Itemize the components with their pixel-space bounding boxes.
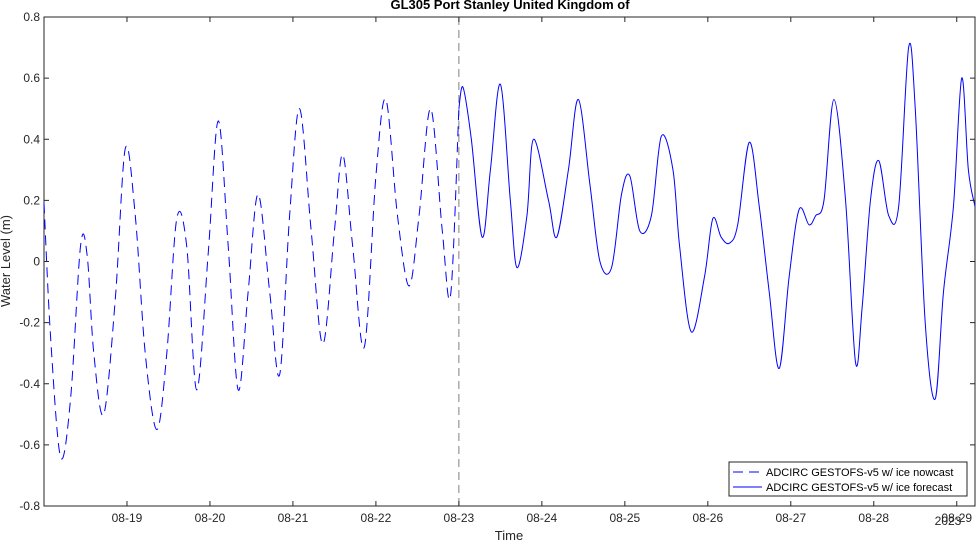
- x-tick-label: 08-24: [527, 511, 558, 525]
- x-axis: 08-19 08-20 08-21 08-22 08-23 08-24 08-25 08-26…: [112, 17, 972, 525]
- series-line-forecast: [458, 42, 976, 400]
- y-axis: -0.8 -0.6 -0.4 -0.2 0 0.2 0.4 0.6 0.8: [19, 10, 975, 513]
- x-tick-label: 08-23: [444, 511, 475, 525]
- legend-box: [728, 461, 968, 497]
- y-tick-label: -0.8: [19, 499, 40, 513]
- series-line-nowcast: [43, 98, 460, 460]
- series-group: [43, 42, 976, 460]
- y-tick-label: -0.4: [19, 377, 40, 391]
- chart-title: GL305 Port Stanley United Kingdom of: [390, 0, 630, 12]
- x-tick-label: 08-19: [112, 511, 143, 525]
- plot-area: [43, 16, 976, 507]
- x-tick-label: 08-26: [692, 511, 723, 525]
- y-tick-label: 0: [33, 255, 40, 269]
- x-tick-label: 08-27: [775, 511, 806, 525]
- y-tick-label: 0.6: [23, 71, 40, 85]
- x-tick-label: 08-25: [609, 511, 640, 525]
- x-tick-label: 08-29: [941, 511, 972, 525]
- plot-frame: [43, 16, 976, 507]
- x-tick-label: 08-21: [278, 511, 309, 525]
- y-tick-label: 0.8: [23, 10, 40, 24]
- legend-label-nowcast: ADCIRC GESTOFS-v5 w/ ice nowcast: [766, 467, 953, 479]
- y-tick-label: -0.2: [19, 316, 40, 330]
- x-tick-label: 08-20: [195, 511, 226, 525]
- legend-label-forecast: ADCIRC GESTOFS-v5 w/ ice forecast: [766, 482, 952, 494]
- y-tick-label: 0.4: [23, 132, 40, 146]
- legend: ADCIRC GESTOFS-v5 w/ ice nowcast ADCIRC …: [728, 461, 968, 497]
- y-axis-title: Water Level (m): [0, 215, 13, 307]
- x-axis-title: Time: [495, 528, 523, 541]
- x-tick-label: 08-22: [361, 511, 392, 525]
- y-tick-label: 0.2: [23, 193, 40, 207]
- x-tick-label: 08-28: [858, 511, 889, 525]
- x-axis-year-label: 2023: [935, 514, 962, 528]
- y-tick-label: -0.6: [19, 438, 40, 452]
